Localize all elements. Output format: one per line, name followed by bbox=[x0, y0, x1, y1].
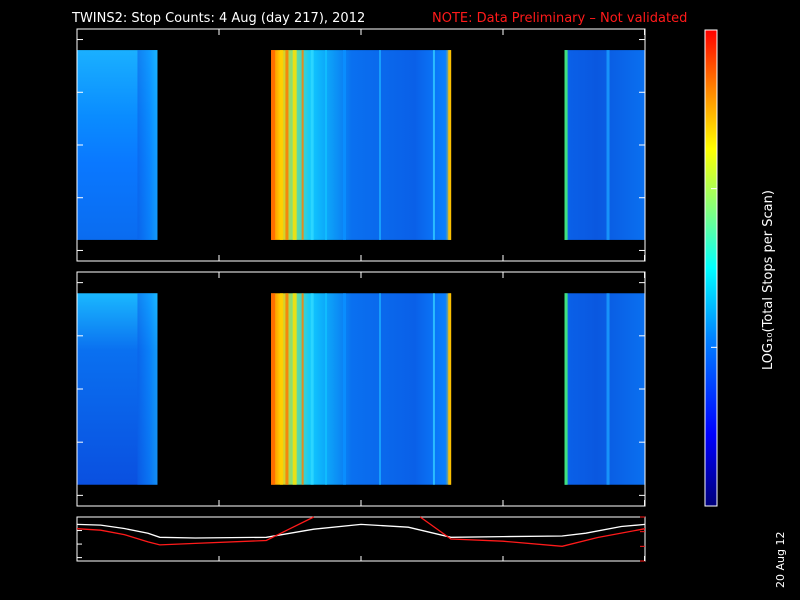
spectral-stripe-1 bbox=[271, 293, 276, 485]
orbit-frame bbox=[76, 516, 646, 562]
preliminary-note: NOTE: Data Preliminary – Not validated bbox=[432, 11, 687, 26]
colorbar: LOG₁₀(Total Stops per Scan) bbox=[704, 29, 776, 507]
data-segment-2 bbox=[271, 293, 451, 485]
right-edge-stripe bbox=[564, 50, 568, 240]
toward-panel bbox=[76, 28, 646, 262]
colorbar-label: LOG₁₀(Total Stops per Scan) bbox=[761, 190, 776, 370]
spectral-stripe-2 bbox=[280, 293, 284, 485]
spectral-stripe-4 bbox=[292, 293, 297, 485]
segment-edge-shading bbox=[137, 50, 158, 240]
colorbar-strip bbox=[704, 29, 718, 507]
orbit-series-2 bbox=[76, 516, 314, 546]
spectral-stripe-7 bbox=[325, 50, 328, 240]
spectral-stripe-8 bbox=[343, 50, 347, 240]
spectral-stripe-9 bbox=[378, 293, 381, 485]
data-segment-2 bbox=[271, 50, 451, 240]
spectral-stripe-1 bbox=[271, 50, 276, 240]
segment-edge-shading bbox=[137, 293, 158, 485]
spectral-stripe-11 bbox=[448, 293, 452, 485]
spectral-stripe-3 bbox=[285, 50, 289, 240]
figure-title: TWINS2: Stop Counts: 4 Aug (day 217), 20… bbox=[71, 11, 365, 26]
spectral-stripe-6 bbox=[310, 50, 314, 240]
spectral-stripe-8 bbox=[343, 293, 347, 485]
right-inner-stripe bbox=[606, 50, 610, 240]
spectral-stripe-9 bbox=[378, 50, 381, 240]
orbit-series-3 bbox=[419, 516, 646, 547]
spectral-stripe-3 bbox=[285, 293, 289, 485]
right-inner-stripe bbox=[606, 293, 610, 485]
spectral-stripe-7 bbox=[325, 293, 328, 485]
spectral-stripe-6 bbox=[310, 293, 314, 485]
spectral-stripe-10 bbox=[432, 50, 435, 240]
orbit-series-1 bbox=[76, 523, 646, 539]
spectral-stripe-5 bbox=[301, 50, 304, 240]
date-stamp: 20 Aug 12 bbox=[774, 532, 787, 588]
orbit-panel bbox=[76, 516, 646, 562]
spectral-stripe-11 bbox=[448, 50, 452, 240]
spectral-stripe-4 bbox=[292, 50, 297, 240]
spectral-stripe-10 bbox=[432, 293, 435, 485]
data-segment-3 bbox=[564, 293, 645, 485]
data-segment-3 bbox=[564, 50, 645, 240]
spectral-stripe-2 bbox=[280, 50, 284, 240]
away-panel bbox=[76, 271, 646, 507]
right-edge-stripe bbox=[564, 293, 568, 485]
spectral-stripe-5 bbox=[301, 293, 304, 485]
